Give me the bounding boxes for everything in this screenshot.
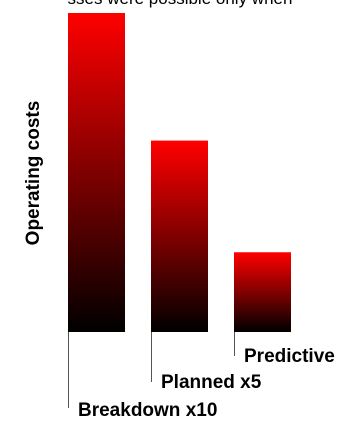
category-labels-group: Breakdown x10 Planned x5 Predictive — [78, 346, 335, 421]
category-label-breakdown-x10: Breakdown x10 — [78, 400, 217, 421]
bars-group — [68, 13, 291, 332]
leader-lines-group — [68, 332, 235, 408]
bar-breakdown-x10 — [68, 13, 125, 332]
bar-planned-x5 — [151, 140, 208, 332]
category-label-predictive: Predictive — [244, 346, 335, 367]
category-label-planned-x5: Planned x5 — [161, 372, 262, 393]
clipped-caption-text: sses were possible only when — [0, 0, 360, 9]
y-axis-label: Operating costs — [23, 101, 44, 246]
bar-predictive — [234, 252, 291, 332]
